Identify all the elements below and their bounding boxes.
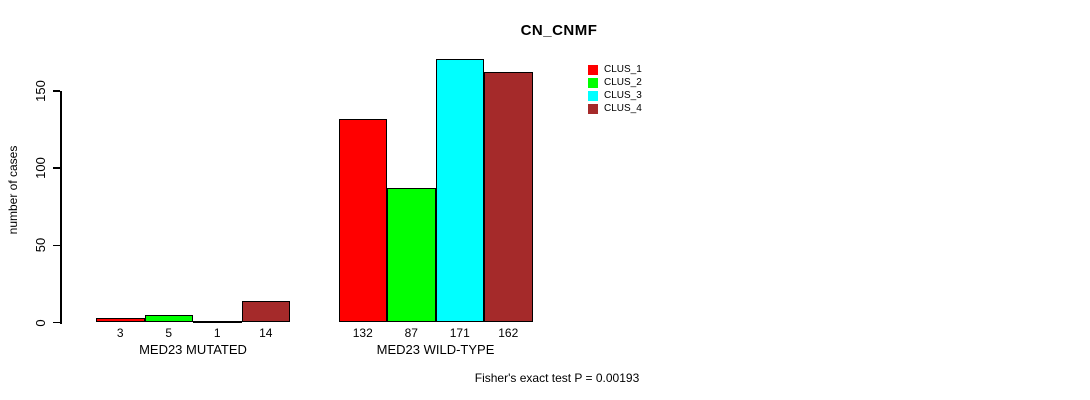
y-tick-label: 150 [33, 80, 48, 102]
legend-swatch-icon [588, 77, 598, 88]
y-axis [60, 91, 62, 324]
legend-label: CLUS_2 [604, 77, 642, 88]
legend-swatch-icon [588, 64, 598, 75]
chart-title: CN_CNMF [520, 22, 598, 39]
group-label: MED23 WILD-TYPE [376, 342, 495, 357]
legend-item-clus_2: CLUS_2 [588, 76, 642, 89]
bar-value-label: 3 [116, 326, 124, 340]
y-tick-label: 100 [33, 157, 48, 180]
legend-swatch-icon [588, 103, 598, 114]
bar-value-label: 87 [404, 326, 418, 340]
bar-clus_3-2 [435, 58, 484, 323]
bar-clus_1-2 [338, 118, 387, 323]
legend-item-clus_3: CLUS_3 [588, 89, 642, 102]
y-tick [53, 244, 60, 247]
legend-label: CLUS_4 [604, 103, 642, 114]
bar-clus_4-1 [241, 300, 290, 323]
bar-clus_3-1 [193, 320, 242, 323]
y-tick-label: 50 [33, 238, 48, 253]
legend: CLUS_1 CLUS_2 CLUS_3 CLUS_4 [588, 63, 642, 115]
y-tick [53, 167, 60, 169]
bar-value-label: 171 [449, 326, 470, 340]
y-tick-label: 0 [33, 318, 48, 327]
bar-value-label: 132 [352, 326, 373, 340]
y-tick [53, 90, 60, 92]
bar-clus_2-2 [387, 188, 436, 323]
legend-swatch-icon [588, 90, 598, 101]
bar-clus_4-2 [484, 72, 533, 323]
bar-clus_2-1 [144, 314, 193, 323]
bar-value-label: 1 [213, 326, 221, 340]
bar-value-label: 14 [259, 326, 273, 340]
fisher-test-annotation: Fisher's exact test P = 0.00193 [474, 371, 640, 385]
legend-label: CLUS_1 [604, 64, 642, 75]
bar-value-label: 5 [165, 326, 173, 340]
y-tick [53, 321, 60, 324]
legend-item-clus_4: CLUS_4 [588, 102, 642, 115]
group-label: MED23 MUTATED [139, 342, 247, 357]
legend-label: CLUS_3 [604, 90, 642, 101]
bar-clus_1-1 [96, 317, 145, 323]
bar-value-label: 162 [498, 326, 519, 340]
legend-item-clus_1: CLUS_1 [588, 63, 642, 76]
